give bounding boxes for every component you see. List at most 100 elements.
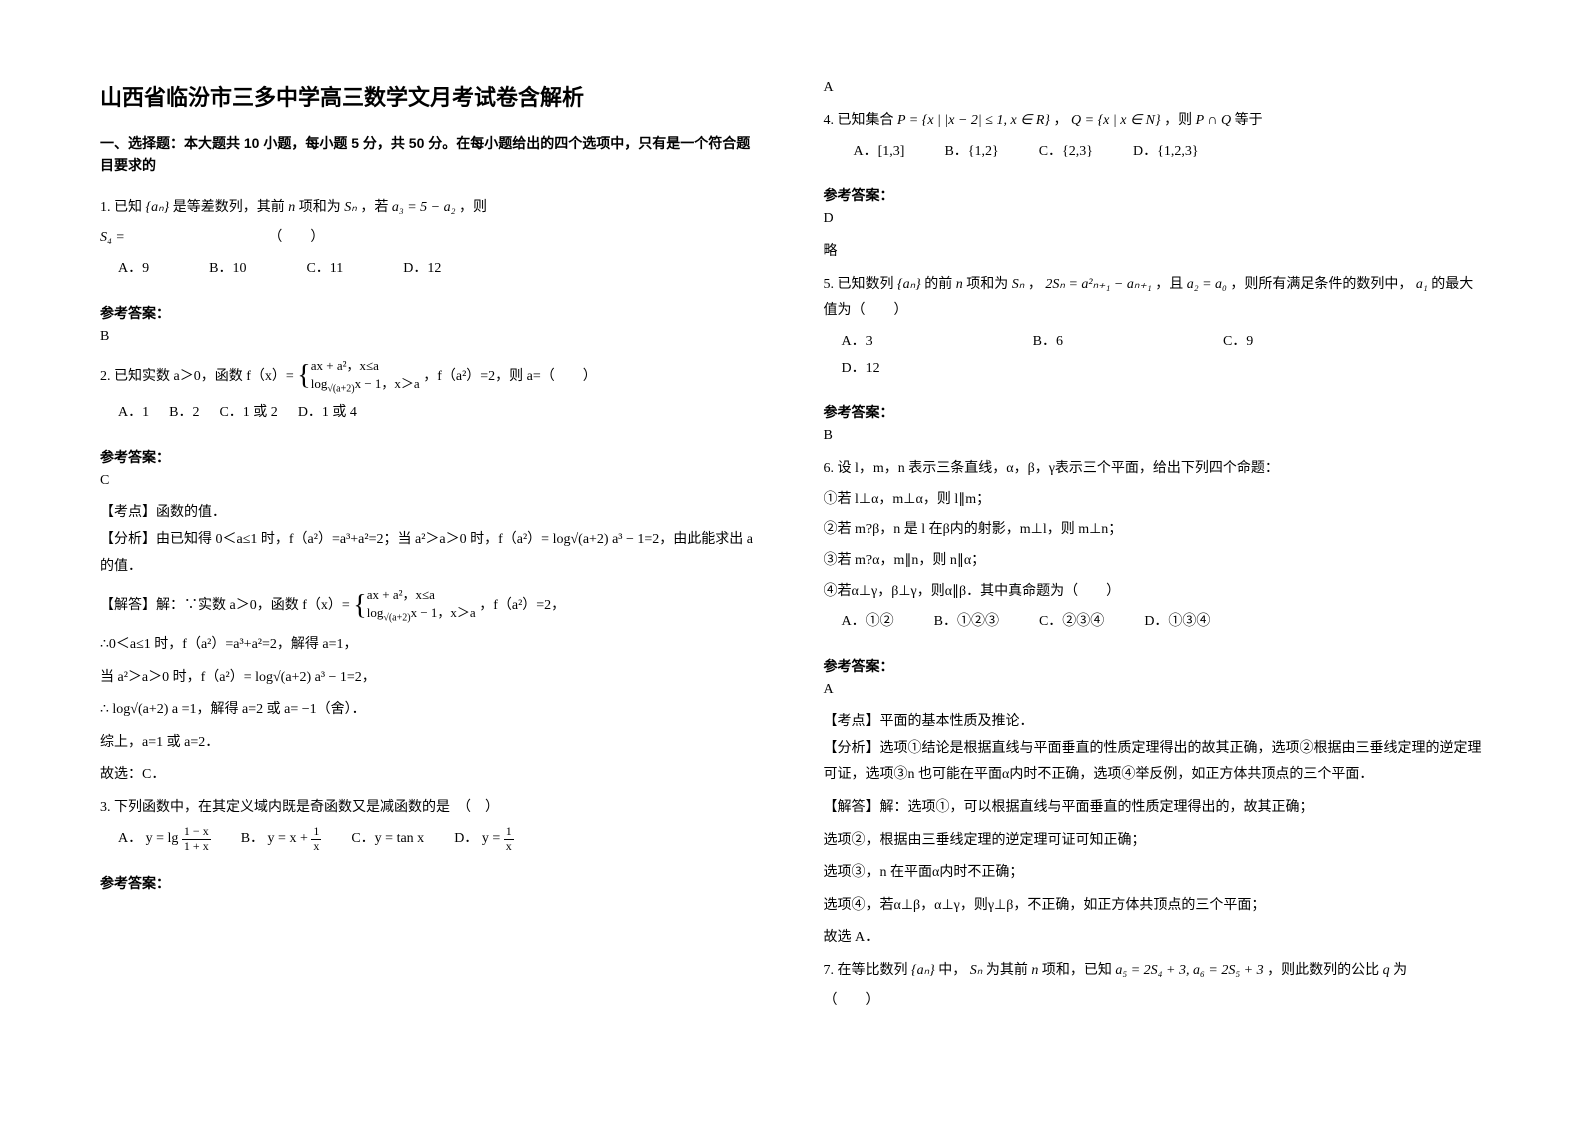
q5-options: A．3 B．6 C．9 <box>842 329 1488 356</box>
q4-answer: D <box>824 211 1488 227</box>
q3-a-pre: y = lg <box>146 831 182 846</box>
q6-p3: ③若 m?α，m∥n，则 n∥α； <box>824 548 1488 575</box>
question-5: 5. 已知数列 {aₙ} 的前 n 项和为 Sₙ ， 2Sₙ = a²ₙ₊₁ −… <box>824 272 1488 382</box>
q1-S4: S₄ = <box>100 230 125 245</box>
q1-eq: a₃ = 5 − a₂ <box>392 200 456 215</box>
q6-opt-c: C．②③④ <box>1039 609 1104 636</box>
q3-options: A． y = lg 1 − x 1 + x B． y = x + 1 x C．y… <box>118 825 764 853</box>
q2-fenxi: 【分析】由已知得 0＜a≤1 时，f（a²）=a³+a²=2；当 a²＞a＞0 … <box>100 527 764 580</box>
q2-jd-text: 【解答】解：∵实数 a＞0，函数 f（x）= <box>100 598 350 613</box>
answer-label: 参考答案： <box>824 185 1488 205</box>
q2-answer: C <box>100 473 764 489</box>
q3-answer: A <box>824 80 1488 96</box>
q4-options: A．[1,3] B．{1,2} C．{2,3} D．{1,2,3} <box>854 139 1488 166</box>
q2-p2a2: log <box>367 605 384 620</box>
q7-paren: （ ） <box>824 988 1488 1015</box>
q5-options-2: D．12 <box>842 356 1488 383</box>
q2-fx-text: 【分析】由已知得 0＜a≤1 时，f（a²）=a³+a²=2；当 a²＞a＞0 … <box>100 532 549 547</box>
q5-a1: a₁ <box>1416 277 1428 292</box>
q3-a-den: 1 + x <box>182 840 211 853</box>
question-1: 1. 已知 {aₙ} 是等差数列，其前 n 项和为 Sₙ ，若 a₃ = 5 −… <box>100 195 764 283</box>
q3-d-den: x <box>504 840 514 853</box>
answer-label: 参考答案： <box>824 402 1488 422</box>
q2-p2b2: √(a+2) <box>383 613 410 624</box>
left-column: 山西省临汾市三多中学高三数学文月考试卷含解析 一、选择题：本大题共 10 小题，… <box>100 80 764 1082</box>
q7-text: 为 <box>1393 963 1407 978</box>
q7-text: 为其前 <box>986 963 1028 978</box>
q7-Sn: Sₙ <box>970 963 983 978</box>
q5-opt-d: D．12 <box>842 356 880 383</box>
q3-opt-c: C．y = tan x <box>351 826 424 853</box>
piecewise-icon: { ax + a²，x≤a log√(a+2)x − 1，x＞a <box>353 586 475 626</box>
q1-text: 项和为 <box>299 200 341 215</box>
q2-jd-e-text: ∴ <box>100 702 112 717</box>
answer-label: 参考答案： <box>100 303 764 323</box>
q2-jd-e-expr: log√(a+2) a <box>112 702 178 717</box>
q7-text: 7. 在等比数列 <box>824 963 908 978</box>
q7-eq1: a₅ = 2S₄ + 3, <box>1115 963 1189 978</box>
question-3: 3. 下列函数中，在其定义域内既是奇函数又是减函数的是 （ ） A． y = l… <box>100 795 764 853</box>
question-4: 4. 已知集合 P = {x | |x − 2| ≤ 1, x ∈ R} ， Q… <box>824 108 1488 165</box>
q1-text: 是等差数列，其前 <box>173 200 285 215</box>
q3-opt-b: B． y = x + 1 x <box>241 825 322 853</box>
q5-opt-a: A．3 <box>842 329 873 356</box>
q7-text: ，则此数列的公比 <box>1267 963 1379 978</box>
q4-opt-b: B．{1,2} <box>944 139 998 166</box>
q6-jd5: 故选 A． <box>824 925 1488 952</box>
q1-paren: （ ） <box>268 230 324 245</box>
q4-Q: Q = {x | x ∈ N} <box>1071 113 1161 128</box>
q5-text: ，且 <box>1155 277 1183 292</box>
q2-jd-d-text: 当 a²＞a＞0 时，f（a²）= <box>100 670 252 685</box>
question-6: 6. 设 l，m，n 表示三条直线，α，β，γ表示三个平面，给出下列四个命题： … <box>824 456 1488 636</box>
q1-n: n <box>288 200 295 215</box>
q6-opt-b: B．①②③ <box>934 609 999 636</box>
q1-an: {aₙ} <box>146 200 170 215</box>
q5-text: 的前 <box>924 277 952 292</box>
q2-p2c: x − 1，x＞a <box>355 376 420 391</box>
page-title: 山西省临汾市三多中学高三数学文月考试卷含解析 <box>100 80 764 112</box>
q5-n: n <box>956 277 963 292</box>
q3-d-label: D． <box>454 831 478 846</box>
q1-opt-b: B．10 <box>209 256 246 283</box>
q6-kaodian: 【考点】平面的基本性质及推论． <box>824 710 1488 730</box>
answer-label: 参考答案： <box>824 656 1488 676</box>
q6-jd1: 【解答】解：选项①，可以根据直线与平面垂直的性质定理得出的，故其正确； <box>824 795 1488 822</box>
q1-opt-c: C．11 <box>306 256 343 283</box>
q2-options: A．1 B．2 C．1 或 2 D．1 或 4 <box>118 400 764 427</box>
q5-opt-b: B．6 <box>1033 329 1063 356</box>
q4-text: ，则 <box>1164 113 1192 128</box>
q3-d-num: 1 <box>504 825 514 839</box>
q2-text: 2. 已知实数 a＞0，函数 f（x）= <box>100 369 294 384</box>
q2-jd-g: 故选：C． <box>100 762 764 789</box>
q3-opt-d: D． y = 1 x <box>454 825 514 853</box>
q4-opt-d: D．{1,2,3} <box>1133 139 1199 166</box>
answer-label: 参考答案： <box>100 447 764 467</box>
q1-text: 1. 已知 <box>100 200 142 215</box>
q7-an: {aₙ} <box>911 963 935 978</box>
q3-b-den: x <box>311 840 321 853</box>
q6-p4: ④若α⊥γ，β⊥γ，则α∥β．其中真命题为（ ） <box>824 579 1488 606</box>
q6-opt-a: A．①② <box>842 609 894 636</box>
fraction-icon: 1 x <box>311 825 321 852</box>
q6-options: A．①② B．①②③ C．②③④ D．①③④ <box>842 609 1488 636</box>
q2-p2c2: x − 1，x＞a <box>411 605 476 620</box>
q4-note: 略 <box>824 239 1488 266</box>
q7-q: q <box>1383 963 1390 978</box>
q1-text: ，则 <box>459 200 487 215</box>
q2-jd-e-text: =1，解得 a=2 或 a= −1（舍）． <box>182 702 366 717</box>
q2-jd-text: ，f（a²）=2， <box>479 598 565 613</box>
q6-stem: 6. 设 l，m，n 表示三条直线，α，β，γ表示三个平面，给出下列四个命题： <box>824 456 1488 483</box>
q6-opt-d: D．①③④ <box>1144 609 1210 636</box>
q7-eq2: a₆ = 2S₅ + 3 <box>1193 963 1264 978</box>
q6-jd3: 选项③，n 在平面α内时不正确； <box>824 860 1488 887</box>
q7-n: n <box>1031 963 1038 978</box>
q3-opt-a: A． y = lg 1 − x 1 + x <box>118 825 211 853</box>
q4-text: 4. 已知集合 <box>824 113 894 128</box>
q4-PQ: P ∩ Q <box>1196 113 1232 128</box>
q6-answer: A <box>824 682 1488 698</box>
q2-jieda: 【解答】解：∵实数 a＞0，函数 f（x）= { ax + a²，x≤a log… <box>100 586 764 626</box>
q2-p2b: √(a+2) <box>327 383 354 394</box>
q2-piece1b: ax + a²，x≤a <box>367 586 476 604</box>
section-heading: 一、选择题：本大题共 10 小题，每小题 5 分，共 50 分。在每小题给出的四… <box>100 132 764 177</box>
q3-a-num: 1 − x <box>182 825 211 839</box>
